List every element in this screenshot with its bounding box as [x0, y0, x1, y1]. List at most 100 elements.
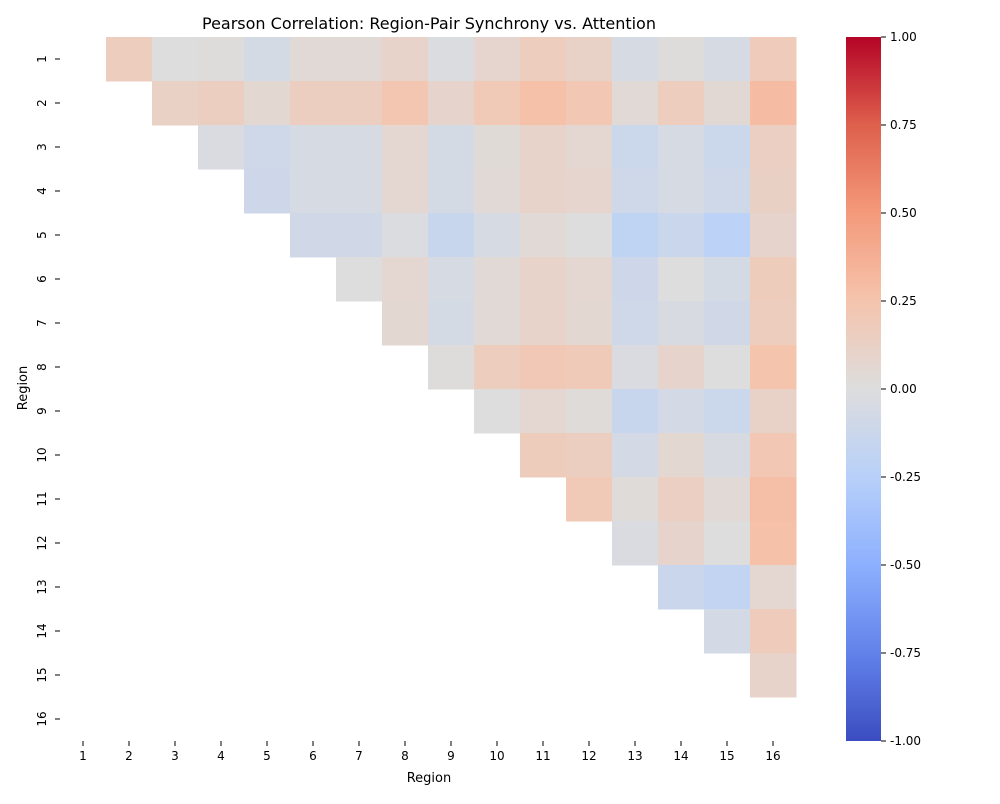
x-tick-label: 1 [79, 749, 87, 763]
x-tick-label: 13 [627, 749, 642, 763]
y-tick-label: 16 [35, 711, 49, 726]
heatmap-cell-3-14 [658, 125, 705, 170]
heatmap-cell-1-16 [750, 37, 797, 82]
x-tick-label: 11 [535, 749, 550, 763]
heatmap-cell-3-13 [612, 125, 659, 170]
heatmap-cell-7-14 [658, 301, 705, 346]
colorbar-tick-label: -0.50 [890, 558, 921, 572]
heatmap-cell-4-9 [428, 169, 475, 214]
y-tick-label: 10 [35, 447, 49, 462]
colorbar-tick-label: 0.50 [890, 206, 917, 220]
heatmap-cell-1-8 [382, 37, 429, 82]
heatmap-cell-1-6 [290, 37, 337, 82]
heatmap-cell-8-11 [520, 345, 567, 390]
heatmap-cell-7-8 [382, 301, 429, 346]
heatmap-cell-4-16 [750, 169, 797, 214]
x-tick-label: 15 [719, 749, 734, 763]
heatmap-cell-2-6 [290, 81, 337, 126]
heatmap-cell-6-13 [612, 257, 659, 302]
x-tick-label: 2 [125, 749, 133, 763]
y-tick-label: 12 [35, 535, 49, 550]
colorbar-gradient [846, 37, 881, 741]
heatmap-cell-9-10 [474, 389, 521, 434]
heatmap-cell-1-5 [244, 37, 291, 82]
x-tick-label: 7 [355, 749, 363, 763]
x-tick-label: 16 [765, 749, 780, 763]
x-tick-label: 4 [217, 749, 225, 763]
heatmap-cell-10-13 [612, 433, 659, 478]
heatmap-cell-10-11 [520, 433, 567, 478]
heatmap-cell-12-15 [704, 521, 751, 566]
heatmap-cell-12-14 [658, 521, 705, 566]
heatmap-cell-6-9 [428, 257, 475, 302]
heatmap-cell-14-16 [750, 609, 797, 654]
heatmap-cell-12-16 [750, 521, 797, 566]
y-tick-label: 5 [35, 231, 49, 239]
heatmap-cell-4-15 [704, 169, 751, 214]
heatmap-cell-11-12 [566, 477, 613, 522]
heatmap-cell-2-11 [520, 81, 567, 126]
chart-title: Pearson Correlation: Region-Pair Synchro… [202, 14, 656, 33]
colorbar-tick-label: -1.00 [890, 734, 921, 748]
heatmap-cell-7-11 [520, 301, 567, 346]
colorbar-tick-label: -0.75 [890, 646, 921, 660]
heatmap-cell-13-14 [658, 565, 705, 610]
y-tick-label: 1 [35, 55, 49, 63]
heatmap-cell-5-10 [474, 213, 521, 258]
heatmap-cell-5-12 [566, 213, 613, 258]
heatmap-cell-11-14 [658, 477, 705, 522]
y-tick-label: 13 [35, 579, 49, 594]
heatmap-cell-10-14 [658, 433, 705, 478]
y-tick-label: 6 [35, 275, 49, 283]
y-tick-label: 14 [35, 623, 49, 638]
heatmap-cell-4-8 [382, 169, 429, 214]
heatmap-cell-5-11 [520, 213, 567, 258]
y-tick-label: 9 [35, 407, 49, 415]
heatmap-cell-7-13 [612, 301, 659, 346]
heatmap-cells [106, 37, 797, 698]
heatmap-cell-3-8 [382, 125, 429, 170]
colorbar: -1.00 -0.75 -0.50 -0.25 0.00 0.25 0.50 0.75 1.00 [846, 30, 921, 748]
heatmap-cell-8-12 [566, 345, 613, 390]
heatmap-cell-1-10 [474, 37, 521, 82]
colorbar-tick-label: 0.25 [890, 294, 917, 308]
heatmap-cell-2-15 [704, 81, 751, 126]
heatmap-cell-5-9 [428, 213, 475, 258]
heatmap-cell-4-7 [336, 169, 383, 214]
heatmap-cell-6-14 [658, 257, 705, 302]
heatmap-cell-7-9 [428, 301, 475, 346]
heatmap-cell-5-15 [704, 213, 751, 258]
heatmap-cell-8-16 [750, 345, 797, 390]
heatmap-cell-5-6 [290, 213, 337, 258]
heatmap-cell-3-5 [244, 125, 291, 170]
heatmap-cell-8-13 [612, 345, 659, 390]
heatmap-cell-2-12 [566, 81, 613, 126]
heatmap-cell-6-7 [336, 257, 383, 302]
heatmap-cell-10-15 [704, 433, 751, 478]
heatmap-cell-2-8 [382, 81, 429, 126]
heatmap-cell-11-15 [704, 477, 751, 522]
heatmap-cell-2-13 [612, 81, 659, 126]
heatmap-cell-8-9 [428, 345, 475, 390]
heatmap-cell-6-12 [566, 257, 613, 302]
heatmap-cell-1-11 [520, 37, 567, 82]
heatmap-cell-3-6 [290, 125, 337, 170]
heatmap-cell-5-16 [750, 213, 797, 258]
heatmap-cell-7-12 [566, 301, 613, 346]
x-tick-label: 14 [673, 749, 688, 763]
heatmap-cell-9-15 [704, 389, 751, 434]
y-tick-label: 3 [35, 143, 49, 151]
heatmap-cell-14-15 [704, 609, 751, 654]
heatmap-cell-2-16 [750, 81, 797, 126]
heatmap-cell-1-14 [658, 37, 705, 82]
y-tick-label: 2 [35, 99, 49, 107]
x-tick-label: 3 [171, 749, 179, 763]
heatmap-cell-3-16 [750, 125, 797, 170]
heatmap-cell-3-15 [704, 125, 751, 170]
heatmap-cell-7-10 [474, 301, 521, 346]
heatmap-cell-1-15 [704, 37, 751, 82]
heatmap-cell-5-8 [382, 213, 429, 258]
heatmap-cell-1-9 [428, 37, 475, 82]
y-tick-label: 15 [35, 667, 49, 682]
